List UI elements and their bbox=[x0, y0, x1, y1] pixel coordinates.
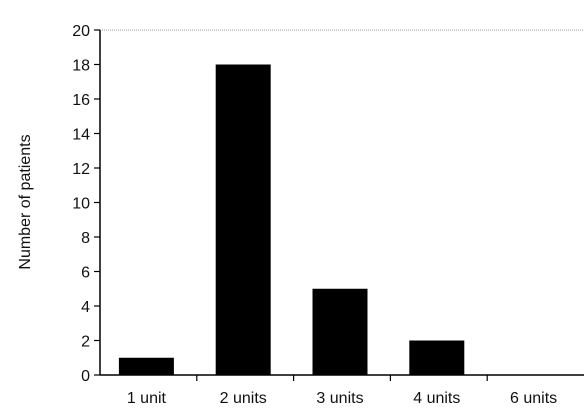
y-tick-label: 12 bbox=[72, 161, 90, 178]
y-axis-title: Number of patients bbox=[17, 134, 34, 269]
bar-4-units bbox=[409, 340, 465, 375]
x-tick-label: 6 units bbox=[510, 390, 557, 407]
y-tick-label: 10 bbox=[72, 196, 90, 213]
x-tick-label: 3 units bbox=[316, 390, 363, 407]
y-ticks: 0 2 4 6 8 10 12 14 16 18 20 bbox=[72, 23, 100, 385]
x-tick-label: 1 unit bbox=[127, 390, 167, 407]
y-tick-label: 0 bbox=[81, 368, 90, 385]
y-tick-label: 8 bbox=[81, 230, 90, 247]
y-tick-label: 6 bbox=[81, 265, 90, 282]
y-tick-label: 14 bbox=[72, 127, 90, 144]
y-tick-label: 4 bbox=[81, 299, 90, 316]
x-tick-label: 4 units bbox=[413, 390, 460, 407]
y-tick-label: 18 bbox=[72, 58, 90, 75]
x-tick-label: 2 units bbox=[220, 390, 267, 407]
bar-2-units bbox=[215, 64, 271, 375]
y-tick-label: 16 bbox=[72, 92, 90, 109]
x-ticks: 1 unit 2 units 3 units 4 units 6 units bbox=[127, 375, 557, 407]
bar-3-units bbox=[312, 288, 368, 375]
bar-1-unit bbox=[118, 357, 174, 375]
y-tick-label: 20 bbox=[72, 23, 90, 40]
y-tick-label: 2 bbox=[81, 334, 90, 351]
bars bbox=[118, 64, 465, 375]
